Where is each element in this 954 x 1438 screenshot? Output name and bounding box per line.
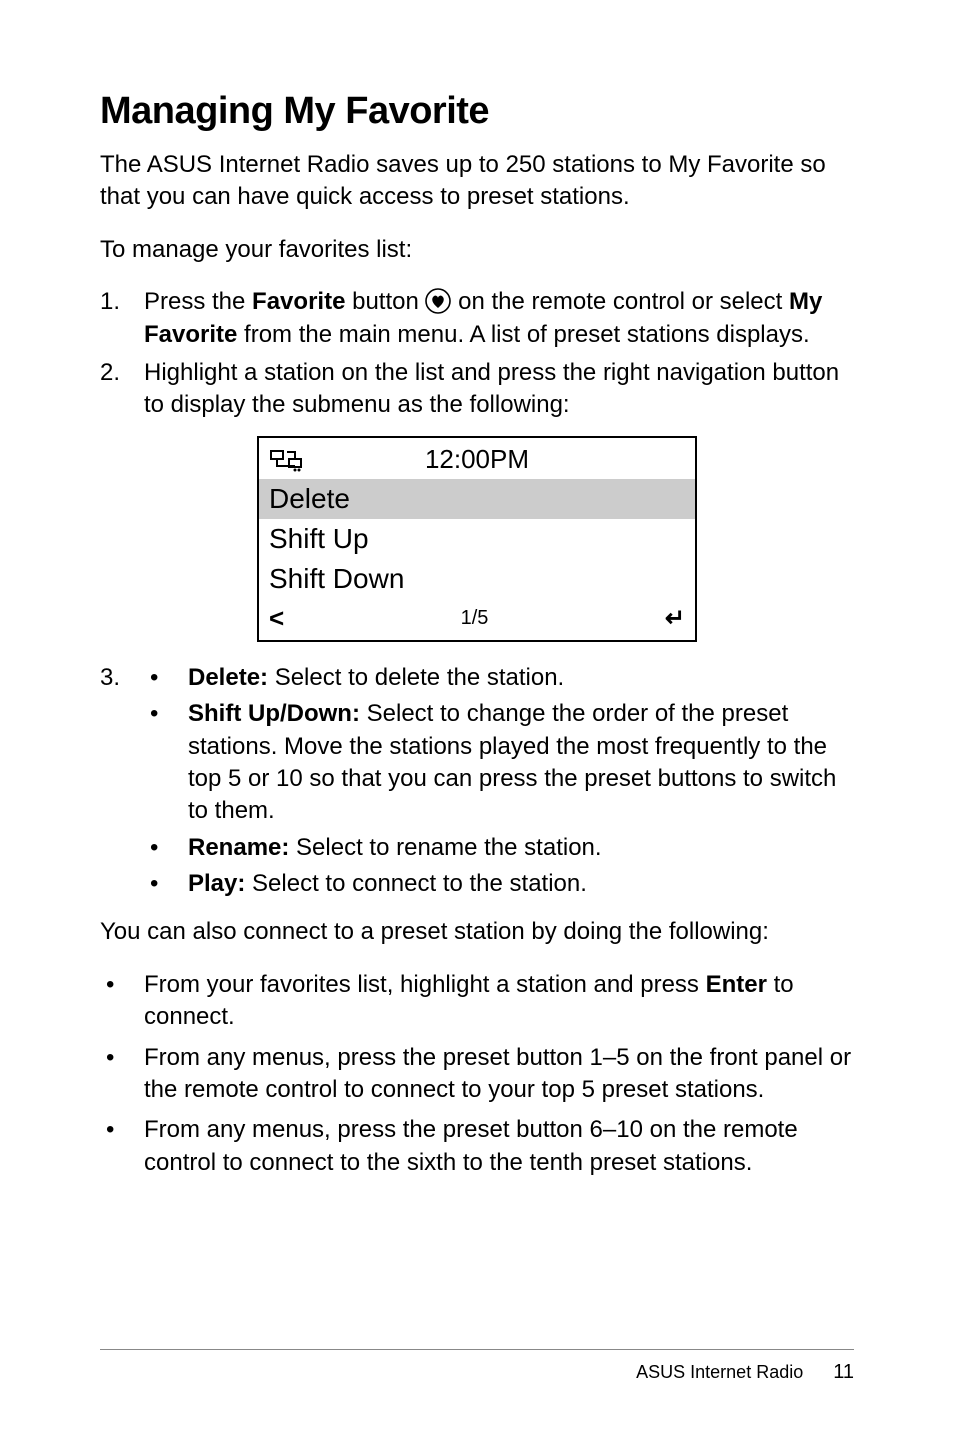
also-paragraph: You can also connect to a preset station…: [100, 916, 854, 948]
page-heading: Managing My Favorite: [100, 90, 854, 133]
lcd-figure: 12:00PM Delete Shift Up Shift Down < 1/5…: [100, 436, 854, 642]
lcd-header: 12:00PM: [259, 438, 695, 479]
def-text: Select to rename the station.: [289, 834, 601, 861]
text: From any menus, press the preset button …: [144, 1114, 854, 1179]
step-2: 2. Highlight a station on the list and p…: [100, 357, 854, 422]
text: on the remote control or select: [451, 288, 789, 315]
also-item-2: • From any menus, press the preset butto…: [100, 1042, 854, 1107]
lcd-screen: 12:00PM Delete Shift Up Shift Down < 1/5…: [257, 436, 697, 642]
step-3: 3. • Delete: Select to delete the statio…: [100, 662, 854, 905]
text: from the main menu. A list of preset sta…: [237, 321, 809, 348]
def-delete: • Delete: Select to delete the station.: [144, 662, 854, 694]
step-number: 1.: [100, 286, 144, 351]
footer-page-number: 11: [833, 1361, 854, 1384]
def-shift: • Shift Up/Down: Select to change the or…: [144, 698, 854, 828]
heart-icon: [425, 288, 451, 314]
footer-rule: [100, 1349, 854, 1350]
bullet-icon: •: [100, 1114, 144, 1179]
bullet-icon: •: [144, 868, 188, 900]
text: button: [345, 288, 425, 315]
lcd-page: 1/5: [284, 607, 665, 630]
step-3-wrapper: 3. • Delete: Select to delete the statio…: [100, 662, 854, 905]
definitions-list: • Delete: Select to delete the station. …: [144, 662, 854, 901]
favorite-label: Favorite: [252, 288, 345, 315]
lcd-enter-icon: ↵: [665, 604, 685, 633]
lcd-time: 12:00PM: [303, 444, 651, 475]
lcd-footer: < 1/5 ↵: [259, 599, 695, 640]
step-number: 2.: [100, 357, 144, 422]
def-label: Delete:: [188, 664, 268, 691]
steps-list: 1. Press the Favorite button on the remo…: [100, 286, 854, 422]
bullet-icon: •: [144, 698, 188, 828]
def-label: Rename:: [188, 834, 289, 861]
enter-label: Enter: [706, 971, 767, 998]
text: From your favorites list, highlight a st…: [144, 971, 706, 998]
def-rename: • Rename: Select to rename the station.: [144, 832, 854, 864]
step-body: Press the Favorite button on the remote …: [144, 286, 854, 351]
bullet-icon: •: [144, 662, 188, 694]
intro-paragraph: The ASUS Internet Radio saves up to 250 …: [100, 149, 854, 214]
step-1: 1. Press the Favorite button on the remo…: [100, 286, 854, 351]
bullet-icon: •: [100, 969, 144, 1034]
bullet-icon: •: [100, 1042, 144, 1107]
step-number: 3.: [100, 662, 144, 905]
bullet-icon: •: [144, 832, 188, 864]
text: From any menus, press the preset button …: [144, 1042, 854, 1107]
def-text: Select to connect to the station.: [245, 870, 587, 897]
also-item-1: • From your favorites list, highlight a …: [100, 969, 854, 1034]
lead-paragraph: To manage your favorites list:: [100, 234, 854, 266]
text: Press the: [144, 288, 252, 315]
page-footer: ASUS Internet Radio 11: [636, 1361, 854, 1384]
def-label: Play:: [188, 870, 245, 897]
also-item-3: • From any menus, press the preset butto…: [100, 1114, 854, 1179]
lcd-row-shift-up: Shift Up: [259, 519, 695, 559]
footer-label: ASUS Internet Radio: [636, 1362, 803, 1383]
lcd-back-icon: <: [269, 603, 284, 634]
def-text: Select to delete the station.: [268, 664, 564, 691]
def-label: Shift Up/Down:: [188, 700, 360, 727]
also-list: • From your favorites list, highlight a …: [100, 969, 854, 1179]
def-play: • Play: Select to connect to the station…: [144, 868, 854, 900]
lcd-row-delete: Delete: [259, 479, 695, 519]
lcd-row-shift-down: Shift Down: [259, 559, 695, 599]
network-icon: [269, 446, 303, 472]
step-body: Highlight a station on the list and pres…: [144, 357, 854, 422]
